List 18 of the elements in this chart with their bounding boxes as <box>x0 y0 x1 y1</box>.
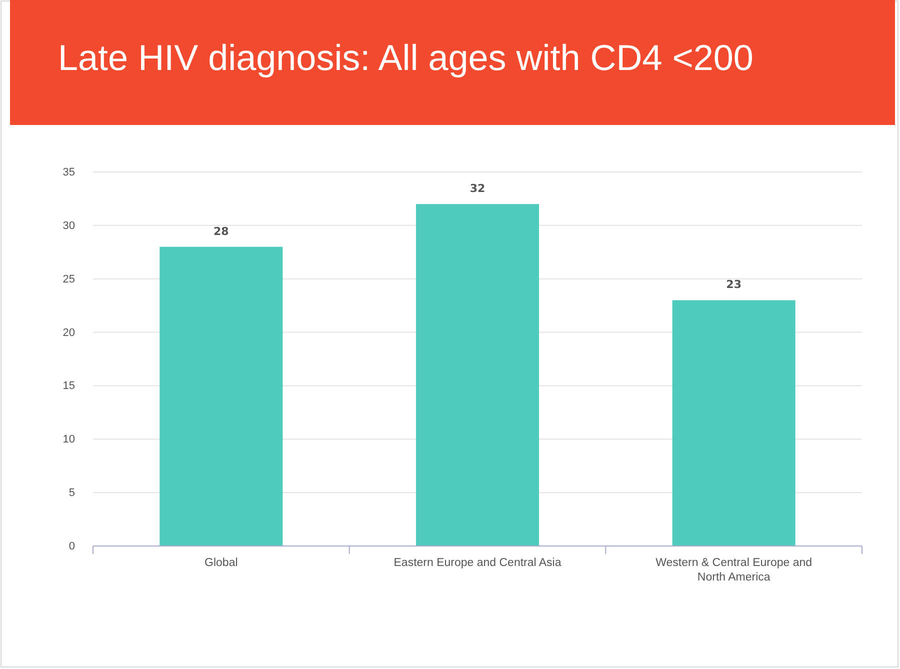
y-tick-label: 10 <box>62 434 75 446</box>
x-tick-label: Western & Central Europe and North America <box>656 557 812 584</box>
x-tick-label: Global <box>204 557 238 570</box>
y-tick-label: 25 <box>62 273 75 286</box>
y-tick-label: 30 <box>62 220 75 232</box>
bar <box>160 246 283 546</box>
bar <box>672 300 796 546</box>
data-label: 28 <box>214 224 229 238</box>
y-tick-label: 0 <box>68 540 75 553</box>
y-tick-label: 35 <box>62 166 75 179</box>
data-label: 32 <box>470 182 486 196</box>
y-tick-label: 5 <box>68 487 75 500</box>
data-label: 23 <box>726 278 742 292</box>
x-tick-label: Eastern Europe and Central Asia <box>394 557 562 570</box>
y-tick-label: 15 <box>62 380 75 392</box>
chart-title: Late HIV diagnosis: All ages with CD4 <200 <box>58 37 754 78</box>
y-tick-label: 20 <box>62 326 75 339</box>
bar <box>416 204 540 546</box>
